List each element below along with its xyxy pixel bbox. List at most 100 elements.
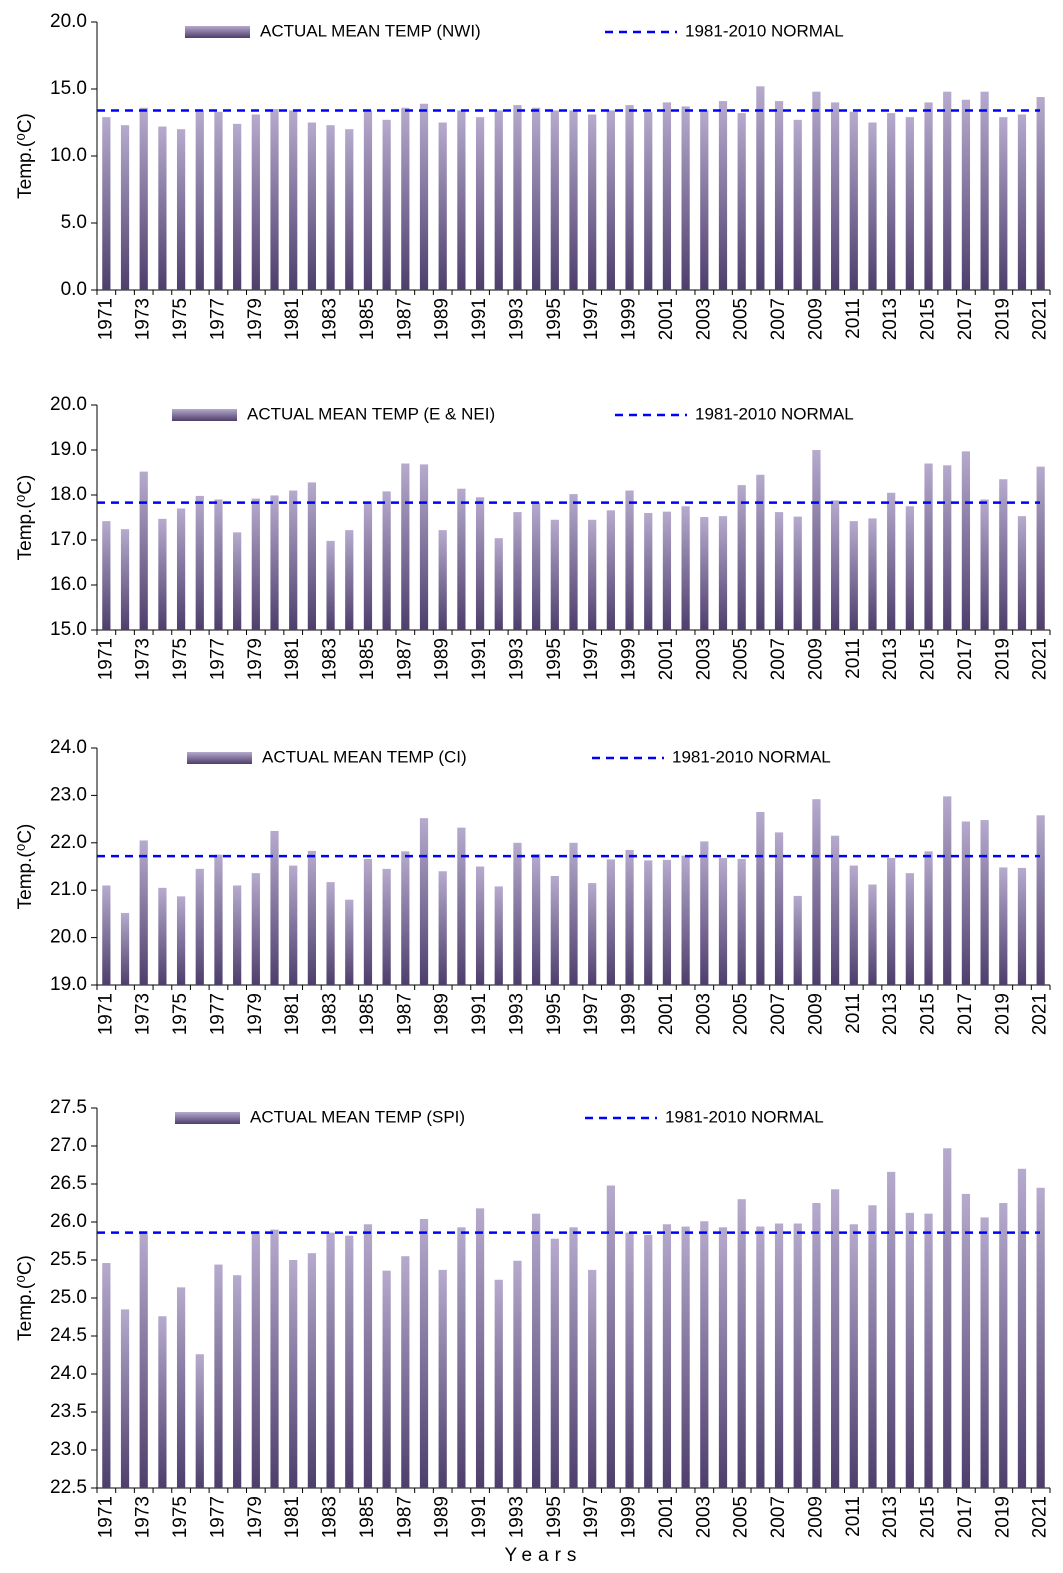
bar (401, 107, 410, 290)
bar (550, 110, 559, 290)
x-tick-label: 2007 (768, 993, 789, 1035)
bar (980, 1217, 989, 1488)
x-tick-label: 2003 (693, 638, 714, 680)
x-tick-label: 2013 (880, 638, 901, 680)
bar (718, 516, 728, 630)
bar (363, 1224, 373, 1488)
bar (289, 110, 298, 290)
bar (737, 858, 746, 985)
x-tick-label: 2021 (1030, 638, 1051, 680)
bar (999, 117, 1008, 290)
x-tick-label: 1971 (95, 298, 116, 340)
bar (793, 1223, 802, 1488)
bar (868, 1205, 877, 1488)
bar (270, 830, 279, 985)
bar (251, 873, 260, 985)
bar (924, 463, 933, 630)
bar (606, 510, 615, 630)
x-tick-label: 2017 (955, 298, 976, 340)
bar (625, 490, 634, 630)
bar (494, 1279, 503, 1488)
bar (1036, 1187, 1045, 1488)
bar (662, 511, 672, 630)
bar (943, 91, 952, 291)
bar (307, 850, 317, 985)
bar (681, 1226, 690, 1488)
bar (475, 497, 485, 630)
bar (345, 899, 354, 985)
y-tick-label: 15.0 (50, 78, 87, 99)
bar (588, 1269, 597, 1488)
x-tick-label: 2015 (918, 993, 939, 1035)
bar (812, 1203, 821, 1488)
bar (662, 1224, 672, 1488)
bar (774, 512, 784, 630)
x-tick-label: 1991 (469, 298, 490, 340)
y-tick-label: 22.5 (50, 1477, 87, 1498)
bar (756, 811, 765, 985)
bar (158, 1316, 167, 1488)
bar (961, 99, 971, 290)
bar (475, 117, 485, 290)
bar (625, 105, 634, 290)
y-tick-label: 21.0 (50, 879, 87, 900)
bar (214, 1264, 223, 1488)
bar (606, 1185, 615, 1488)
x-axis-label: Years (505, 1545, 583, 1566)
x-tick-label: 2009 (805, 298, 826, 340)
x-tick-label: 1999 (619, 298, 640, 340)
x-tick-label: 1983 (320, 298, 341, 340)
bar (793, 516, 802, 630)
bar (307, 122, 317, 290)
bar (644, 860, 653, 985)
x-tick-label: 1971 (95, 1496, 116, 1538)
bar (700, 841, 709, 985)
bar (251, 1231, 260, 1488)
bar (980, 91, 989, 291)
x-tick-label: 1981 (282, 993, 303, 1035)
x-tick-label: 1985 (357, 298, 378, 340)
x-tick-label: 1977 (207, 1496, 228, 1538)
y-tick-label: 26.5 (50, 1173, 87, 1194)
bar (887, 113, 896, 291)
x-tick-label: 2015 (918, 638, 939, 680)
y-tick-label: 17.0 (50, 529, 87, 550)
bar (494, 538, 503, 630)
bar (214, 111, 223, 290)
bar (102, 117, 111, 290)
x-tick-label: 2009 (805, 638, 826, 680)
x-tick-label: 2013 (880, 1496, 901, 1538)
bar (961, 1193, 971, 1488)
y-tick-label: 19.0 (50, 439, 87, 460)
bar (270, 495, 279, 630)
bar (475, 866, 485, 985)
bar (382, 119, 391, 290)
x-tick-label: 2003 (693, 1496, 714, 1538)
bar (195, 1354, 204, 1488)
legend-label: 1981-2010 NORMAL (695, 404, 854, 423)
x-tick-label: 1991 (469, 638, 490, 680)
bar (195, 495, 204, 630)
x-tick-label: 1975 (170, 1496, 191, 1538)
bar (438, 871, 447, 985)
y-tick-label: 16.0 (50, 574, 87, 595)
bar (569, 110, 578, 290)
x-tick-label: 2001 (656, 993, 677, 1035)
x-tick-label: 2011 (843, 298, 864, 339)
x-tick-label: 2011 (843, 1496, 864, 1537)
bar (737, 485, 746, 630)
x-tick-label: 1999 (619, 1496, 640, 1538)
bar (644, 1234, 653, 1488)
x-tick-label: 1993 (506, 993, 527, 1035)
x-tick-label: 1997 (581, 298, 602, 340)
y-tick-label: 20.0 (50, 11, 87, 32)
bar (457, 1227, 466, 1488)
legend-label: ACTUAL MEAN TEMP (E & NEI) (247, 404, 495, 423)
bar (419, 103, 429, 291)
x-tick-label: 2019 (992, 638, 1013, 680)
bar (980, 820, 989, 985)
y-tick-label: 18.0 (50, 484, 87, 505)
bar (120, 529, 130, 630)
bar (999, 479, 1008, 630)
bar (774, 101, 784, 290)
